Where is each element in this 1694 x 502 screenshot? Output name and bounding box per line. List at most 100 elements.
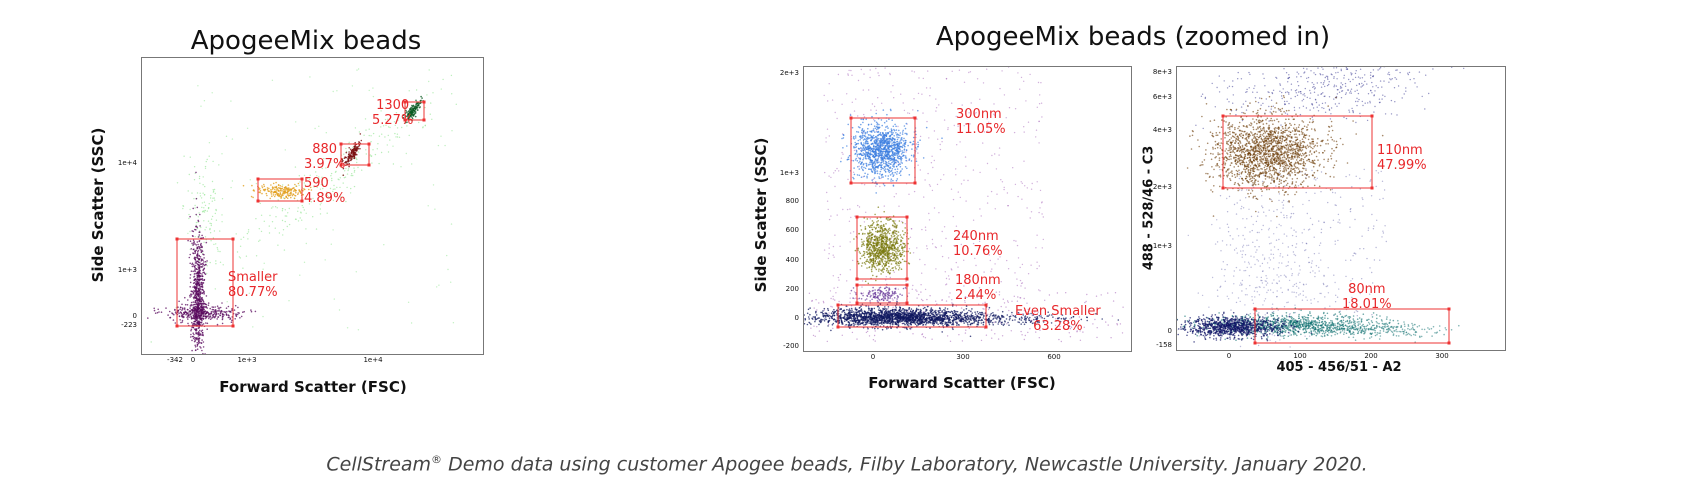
gate-handle-even-smaller	[984, 303, 988, 307]
gate-handle-80nm	[1447, 341, 1451, 345]
gate-name-smaller: Smaller	[228, 270, 278, 285]
gate-name-240nm: 240nm	[953, 229, 999, 244]
figure-caption: CellStream® Demo data using customer Apo…	[326, 453, 1367, 475]
gate-handle-even-smaller	[836, 303, 840, 307]
gate-handle-80nm	[1447, 307, 1451, 311]
gate-handle-880	[367, 163, 371, 167]
gate-handle-880	[367, 142, 371, 146]
gate-handle-300nm	[913, 181, 917, 185]
gate-handle-590	[300, 177, 304, 181]
gate-handle-even-smaller	[836, 325, 840, 329]
gate-percent-880: 3.97%	[304, 157, 346, 172]
gate-handle-180nm	[855, 301, 859, 305]
gate-handle-smaller	[231, 324, 235, 328]
gate-handle-590	[256, 177, 260, 181]
gate-880	[340, 143, 370, 166]
gate-300nm	[850, 117, 916, 184]
plot3-ytick-1e3: 1e+3	[1152, 242, 1172, 250]
gate-smaller	[176, 238, 234, 327]
plot1-x-axis-label: Forward Scatter (FSC)	[219, 378, 407, 396]
plot1-canvas	[147, 68, 457, 354]
gate-180nm	[856, 284, 908, 304]
plot1-ytick-m223: -223	[121, 321, 137, 329]
caption-text: Demo data using customer Apogee beads, F…	[442, 453, 1368, 476]
gate-handle-smaller	[175, 237, 179, 241]
plot2-ytick-600: 600	[785, 226, 799, 234]
plot3-events-110nm	[1186, 95, 1384, 218]
gate-label-300nm: 300nm 11.05%	[956, 107, 1006, 137]
gate-handle-180nm	[905, 301, 909, 305]
gate-percent-1300: 5.27%	[372, 113, 414, 128]
plot2-canvas	[804, 67, 1124, 343]
plot3-events-dark-cluster	[1177, 311, 1313, 343]
gate-name-even-smaller: Even Smaller	[1015, 304, 1101, 319]
gate-handle-80nm	[1253, 307, 1257, 311]
left-figure-title: ApogeeMix beads	[190, 26, 422, 56]
gate-label-80nm: 80nm 18.01%	[1342, 282, 1392, 312]
gate-percent-even-smaller: 63.28%	[1033, 319, 1083, 334]
plot1-ytick-1e3: 1e+3	[117, 266, 137, 274]
gate-handle-240nm	[905, 215, 909, 219]
gate-handle-180nm	[855, 283, 859, 287]
gate-handle-300nm	[849, 181, 853, 185]
plot2-xtick-300: 300	[956, 353, 970, 361]
gate-handle-1300	[403, 100, 407, 104]
plot1-xtick-m342: -342	[167, 356, 183, 364]
gate-80nm	[1254, 308, 1450, 344]
plot2-xtick-0: 0	[870, 353, 876, 361]
gate-label-1300: 1300 5.27%	[372, 98, 413, 128]
plot1-events-880	[341, 133, 363, 176]
plot3-y-axis-label: 488 - 528/46 - C3	[1141, 145, 1157, 271]
plot1-xtick-0: 0	[190, 356, 196, 364]
plot3-ytick-6e3: 6e+3	[1152, 93, 1172, 101]
gate-name-180nm: 180nm	[955, 273, 1001, 288]
plot2-ytick-2e3: 2e+3	[779, 69, 799, 77]
plot2-y-axis-label: Side Scatter (SSC)	[752, 137, 770, 293]
gate-label-590: 590 4.89%	[304, 176, 345, 206]
gate-handle-880	[339, 142, 343, 146]
plot1-ytick-1e4: 1e+4	[117, 159, 137, 167]
plot2-background-events	[808, 67, 1124, 343]
gate-handle-80nm	[1253, 341, 1257, 345]
plot2-events-240nm	[853, 206, 912, 285]
gate-handle-110nm	[1370, 114, 1374, 118]
plot2-ytick-200: 200	[785, 285, 799, 293]
gate-110nm	[1222, 115, 1373, 189]
plot1-events-smaller	[147, 171, 257, 354]
plot3-xtick-200: 200	[1364, 352, 1378, 360]
plot1-xtick-1e4: 1e+4	[363, 356, 383, 364]
plot3-canvas	[1177, 67, 1465, 348]
gate-name-880: 880	[312, 142, 338, 157]
gate-handle-1300	[403, 118, 407, 122]
gate-label-880: 880 3.97%	[304, 142, 345, 172]
plot3-ytick-4e3: 4e+3	[1152, 126, 1172, 134]
plot2-ytick-0: 0	[794, 314, 799, 322]
gate-handle-110nm	[1370, 186, 1374, 190]
gate-name-1300: 1300	[376, 98, 410, 113]
plot3-ytick-2e3: 2e+3	[1152, 183, 1172, 191]
caption-brand: CellStream	[326, 453, 432, 476]
plot2-xtick-600: 600	[1047, 353, 1061, 361]
gate-label-even-smaller: Even Smaller 63.28%	[1015, 304, 1101, 334]
gate-handle-300nm	[849, 116, 853, 120]
gate-handle-1300	[422, 118, 426, 122]
gate-percent-300nm: 11.05%	[956, 122, 1006, 137]
gate-240nm	[856, 216, 908, 280]
gate-handle-300nm	[913, 116, 917, 120]
gate-handle-240nm	[905, 277, 909, 281]
plot2-events-180nm	[850, 283, 909, 308]
plot1-events-590	[242, 181, 313, 200]
gate-label-240nm: 240nm 10.76%	[953, 229, 1003, 259]
plot3-x-axis-label: 405 - 456/51 - A2	[1276, 360, 1402, 375]
gate-name-590: 590	[304, 176, 329, 191]
gate-percent-590: 4.89%	[304, 191, 346, 206]
gate-handle-smaller	[175, 324, 179, 328]
plot2-ytick-400: 400	[785, 256, 799, 264]
caption-registered-mark: ®	[431, 453, 443, 466]
right-figure-title: ApogeeMix beads (zoomed in)	[935, 22, 1331, 52]
plot3-ytick-m158: -158	[1156, 341, 1172, 349]
gate-handle-110nm	[1221, 114, 1225, 118]
gate-percent-80nm: 18.01%	[1342, 297, 1392, 312]
gate-name-110nm: 110nm	[1377, 143, 1423, 158]
gate-handle-240nm	[855, 277, 859, 281]
